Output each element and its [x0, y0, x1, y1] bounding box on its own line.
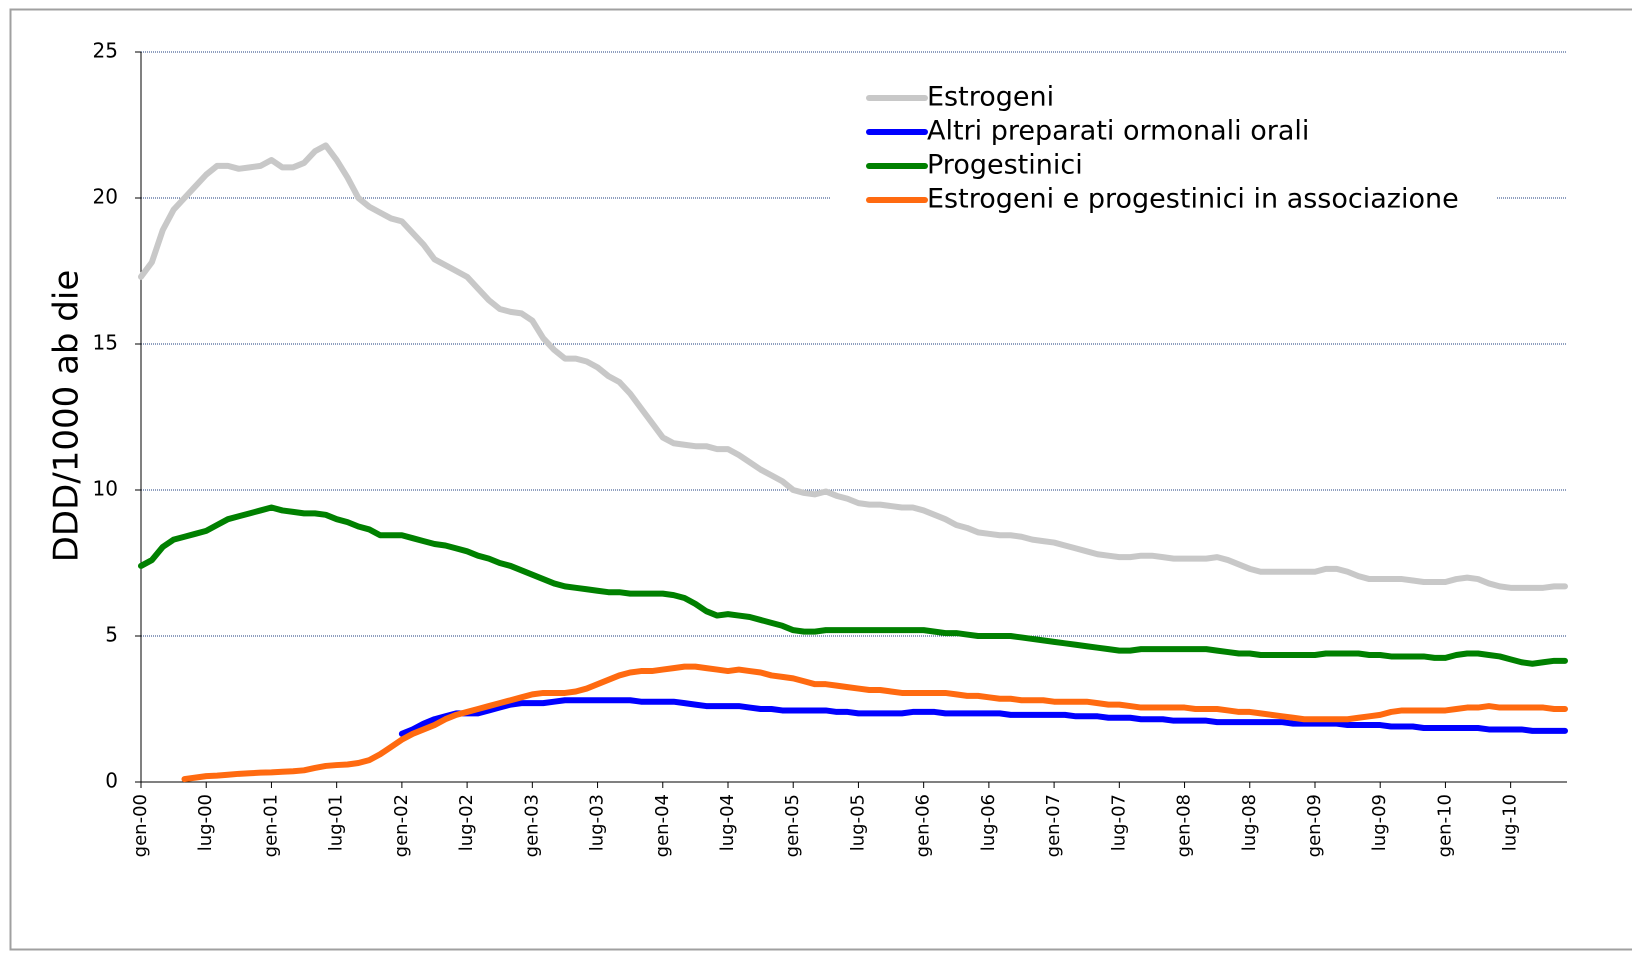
x-tick-label: gen-00: [130, 794, 151, 857]
x-tick-label: lug-07: [1108, 794, 1129, 851]
x-tick-label: lug-05: [847, 794, 868, 851]
x-tick-label: lug-02: [456, 794, 477, 851]
x-tick-label: lug-04: [717, 794, 738, 851]
legend-label: Progestinici: [927, 150, 1083, 181]
x-tick-label: gen-09: [1304, 794, 1325, 857]
x-tick-label: lug-09: [1369, 794, 1390, 851]
y-tick-label: 20: [93, 185, 118, 209]
x-tick-label: gen-07: [1043, 794, 1064, 857]
x-tick-label: lug-06: [978, 794, 999, 851]
x-tick-label: gen-08: [1174, 794, 1195, 857]
legend-label: Estrogeni e progestinici in associazione: [927, 184, 1459, 215]
y-tick-label: 10: [93, 477, 118, 501]
x-tick-label: gen-05: [782, 794, 803, 857]
x-tick-label: lug-10: [1500, 794, 1521, 851]
x-tick-label: gen-06: [913, 794, 934, 857]
x-tick-label: gen-10: [1434, 794, 1455, 857]
legend-label: Estrogeni: [927, 82, 1054, 113]
legend-label: Altri preparati ormonali orali: [927, 116, 1309, 147]
x-tick-label: lug-03: [587, 794, 608, 851]
x-tick-label: lug-08: [1239, 794, 1260, 851]
y-tick-label: 0: [105, 769, 118, 793]
x-tick-label: gen-02: [391, 794, 412, 857]
y-tick-label: 15: [93, 331, 118, 355]
x-tick-label: gen-01: [260, 794, 281, 857]
y-axis-label: DDD/1000 ab die: [47, 270, 87, 563]
y-tick-label: 25: [93, 39, 118, 63]
x-tick-label: lug-00: [195, 794, 216, 851]
x-tick-label: lug-01: [326, 794, 347, 851]
y-tick-label: 5: [105, 623, 118, 647]
x-tick-label: gen-03: [521, 794, 542, 857]
x-tick-label: gen-04: [652, 794, 673, 857]
